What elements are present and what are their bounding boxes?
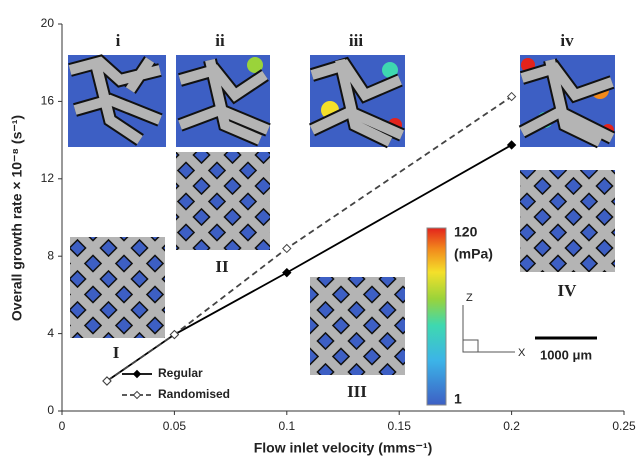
regular-inset [520,170,615,272]
legend-label: Regular [158,366,203,380]
axis-glyph-label: X [518,347,526,359]
inset-label: II [215,257,229,276]
y-tick-label: 12 [41,171,55,185]
chart: i ii iii iv I II III IV 120 (mPa) 1 Z X … [0,0,639,457]
y-axis-label: Overall growth rate × 10⁻⁸ (s⁻¹) [9,115,25,321]
random-inset [520,55,615,147]
y-tick-label: 0 [47,403,54,417]
legend-marker [134,371,141,378]
colorbar [427,228,446,405]
x-tick-label: 0 [59,419,66,433]
inset-label: iii [349,31,363,50]
series-line [107,145,512,381]
axis-glyph [463,305,515,352]
insets [68,55,615,375]
regular-inset [70,237,165,338]
regular-inset [310,277,405,375]
inset-label: I [113,343,120,362]
inset-label: iv [560,31,574,50]
colorbar-unit: (mPa) [454,246,493,262]
y-tick-label: 4 [47,326,54,340]
series-line [107,97,512,381]
legend-marker [134,392,141,399]
scale-bar-label: 1000 μm [540,347,592,362]
x-tick-label: 0.15 [388,419,412,433]
legend-label: Randomised [158,387,230,401]
x-tick-label: 0.05 [163,419,187,433]
random-inset [68,55,166,147]
axis-glyph-label: Z [466,292,473,304]
data-point [283,269,291,277]
colorbar-max: 120 [454,224,478,240]
inset-label: III [347,382,367,401]
x-tick-label: 0.25 [612,419,636,433]
inset-label: ii [215,31,225,50]
x-axis-label: Flow inlet velocity (mms⁻¹) [254,440,433,456]
inset-label: i [116,31,121,50]
inset-label: IV [558,281,578,300]
y-tick-label: 16 [41,94,55,108]
x-tick-label: 0.1 [278,419,295,433]
y-tick-label: 20 [41,16,55,30]
colorbar-min: 1 [454,391,462,407]
random-inset [176,55,270,147]
data-point [508,141,516,149]
random-inset [310,55,405,147]
data-point [283,244,291,252]
x-tick-label: 0.2 [503,419,520,433]
regular-inset [176,152,270,250]
y-tick-label: 8 [47,248,54,262]
